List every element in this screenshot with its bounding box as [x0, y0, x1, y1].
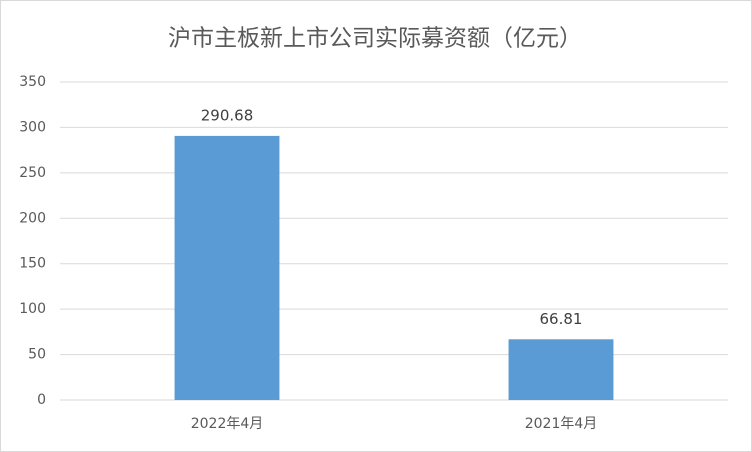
- y-tick-label: 50: [28, 347, 46, 363]
- y-tick-label: 300: [19, 119, 46, 135]
- y-tick-label: 0: [37, 392, 46, 408]
- y-tick-label: 200: [19, 210, 46, 226]
- bar: [508, 339, 614, 400]
- data-label: 66.81: [540, 310, 583, 328]
- data-label: 290.68: [201, 106, 254, 124]
- y-tick-label: 150: [19, 256, 46, 272]
- chart-title: 沪市主板新上市公司实际募资额（亿元）: [168, 26, 582, 52]
- y-tick-label: 350: [19, 74, 46, 90]
- bar: [174, 135, 280, 400]
- x-tick-label: 2022年4月: [191, 416, 264, 432]
- x-tick-label: 2021年4月: [525, 416, 598, 432]
- y-tick-label: 100: [19, 301, 46, 317]
- y-tick-label: 250: [19, 165, 46, 181]
